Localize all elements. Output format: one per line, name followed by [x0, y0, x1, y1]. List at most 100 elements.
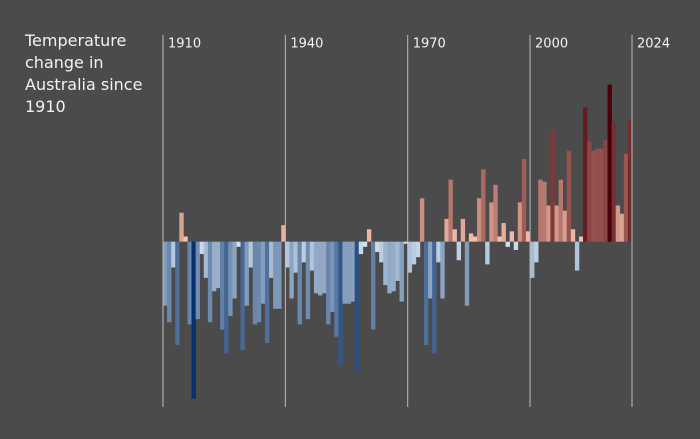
bar [313, 241, 319, 294]
bar [403, 241, 408, 244]
bar [167, 241, 172, 323]
bar [240, 241, 245, 351]
bar [220, 241, 225, 330]
bar [591, 150, 596, 242]
bar [554, 205, 559, 242]
bar [163, 241, 168, 306]
bar [383, 241, 388, 286]
bar [358, 241, 364, 255]
bar [558, 179, 563, 242]
bar [481, 169, 486, 242]
bar [615, 205, 621, 242]
bar [191, 241, 196, 399]
bar [517, 202, 523, 242]
bar [375, 241, 380, 252]
bar [350, 241, 355, 302]
bar [607, 84, 612, 242]
bar [171, 241, 176, 268]
bar [472, 236, 478, 242]
bar [546, 205, 551, 242]
bar [468, 233, 474, 242]
bar [448, 179, 453, 242]
bar [338, 241, 343, 366]
bar [578, 236, 584, 242]
bar [309, 241, 315, 271]
bar [342, 241, 347, 304]
bar [346, 241, 351, 304]
bar [289, 241, 294, 299]
bar [538, 179, 543, 242]
bar [525, 231, 531, 242]
bar [436, 241, 441, 263]
bar [432, 241, 437, 354]
bar [603, 140, 608, 242]
bar [424, 241, 429, 345]
bar [370, 241, 376, 330]
bar [297, 241, 302, 325]
bar [252, 241, 258, 325]
bar [419, 198, 425, 242]
bar [232, 241, 237, 299]
bar [464, 241, 470, 306]
bar [317, 241, 323, 296]
bar [542, 181, 547, 242]
x-tick-label: 1940 [290, 37, 323, 52]
bar [440, 241, 445, 299]
bar [566, 150, 572, 242]
bar [273, 241, 278, 309]
bar [513, 241, 519, 250]
bar [326, 241, 331, 325]
bar [493, 184, 498, 242]
bar [489, 202, 494, 242]
bar [216, 241, 221, 289]
bar [224, 241, 229, 354]
bar [354, 241, 360, 372]
bar [330, 241, 335, 312]
bar [534, 241, 539, 263]
bar [175, 241, 180, 345]
x-tick-label: 2024 [637, 37, 670, 52]
bar [228, 241, 233, 317]
bar [521, 159, 527, 242]
bar [562, 210, 568, 242]
bar [248, 241, 254, 268]
bar [183, 236, 188, 242]
bar [505, 241, 510, 247]
bar [362, 241, 368, 247]
bar [477, 198, 482, 242]
bar [277, 241, 282, 309]
bar [269, 241, 274, 278]
bar [293, 241, 298, 273]
bar [411, 241, 417, 265]
bar [501, 223, 506, 242]
bar [305, 241, 311, 320]
bar [428, 241, 433, 299]
bar [595, 148, 600, 242]
bar [236, 241, 241, 247]
bar [264, 241, 270, 343]
bar [530, 241, 535, 278]
bar [583, 107, 588, 242]
bar [256, 241, 262, 323]
bar [415, 241, 421, 258]
bar [623, 153, 629, 242]
bar [619, 213, 625, 242]
bar [456, 241, 462, 261]
bar [260, 241, 266, 304]
bar [399, 241, 404, 302]
bar [444, 218, 449, 242]
chart-title: Temperature change in Australia since 19… [25, 31, 143, 116]
bar [301, 241, 307, 263]
bar [599, 148, 604, 242]
bar [203, 241, 209, 278]
bar [366, 229, 372, 242]
bar [322, 241, 327, 294]
bar [199, 241, 205, 255]
x-tick-label: 1970 [413, 37, 446, 52]
bar [627, 119, 633, 242]
bar [379, 241, 384, 263]
bar [460, 218, 466, 242]
bar [550, 130, 555, 242]
